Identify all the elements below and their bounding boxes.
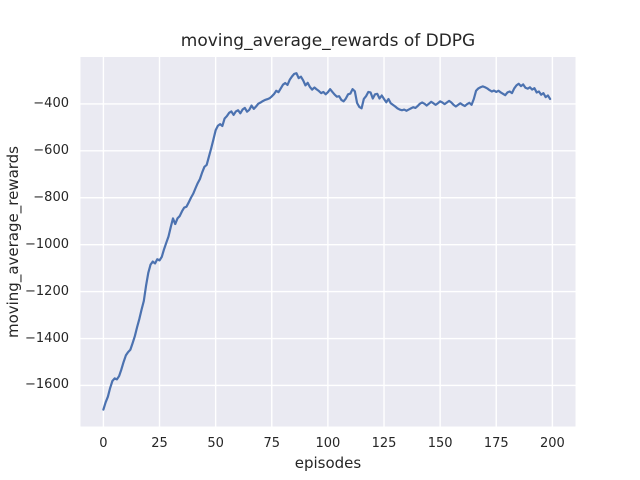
x-tick-label: 125 <box>371 436 397 451</box>
y-tick-label: −1400 <box>25 330 69 346</box>
y-tick-label: −600 <box>33 142 69 158</box>
y-tick-label: −400 <box>33 95 69 111</box>
x-axis-label: episodes <box>294 454 362 472</box>
y-tick-label: −1600 <box>25 377 69 393</box>
x-tick-label: 75 <box>263 436 281 451</box>
y-tick-label: −1200 <box>25 283 69 299</box>
y-tick-label: −1000 <box>25 236 69 252</box>
y-tick-label: −800 <box>33 189 69 205</box>
x-tick-label: 100 <box>315 436 341 451</box>
gridlines <box>80 57 576 427</box>
x-tick-label: 25 <box>151 436 168 451</box>
x-tick-label: 175 <box>483 436 509 451</box>
x-tick-label: 0 <box>99 436 108 451</box>
x-tick-label: 200 <box>539 436 565 451</box>
x-tick-label: 50 <box>207 436 224 451</box>
x-tick-label: 150 <box>427 436 453 451</box>
series-line <box>102 72 552 411</box>
chart-title: moving_average_rewards of DDPG <box>180 31 476 51</box>
